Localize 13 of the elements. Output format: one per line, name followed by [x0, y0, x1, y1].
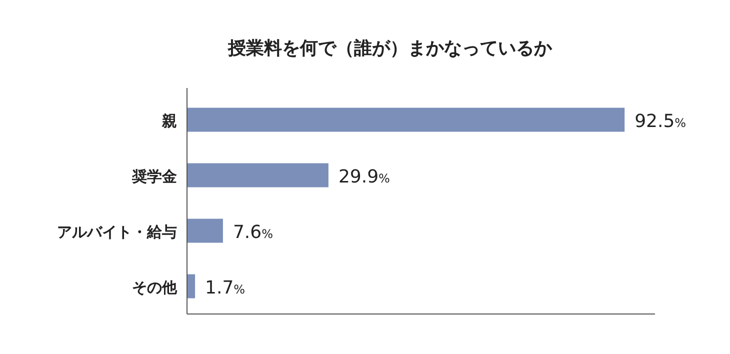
- y-tick-label: その他: [132, 278, 178, 296]
- bar: [187, 163, 328, 188]
- y-tick-label: アルバイト・給与: [57, 222, 177, 241]
- bar: [187, 108, 625, 132]
- data-label: 1.7%: [205, 277, 246, 298]
- data-label: 29.9%: [338, 166, 390, 188]
- chart-title: 授業料を何で（誰が）まかなっているか: [227, 38, 553, 59]
- y-tick-label: 親: [161, 112, 177, 130]
- bar: [187, 218, 223, 243]
- y-tick-label: 奨学金: [131, 167, 177, 186]
- data-label: 7.6%: [232, 222, 273, 243]
- data-label: 92.5%: [634, 110, 686, 132]
- bar: [187, 274, 196, 298]
